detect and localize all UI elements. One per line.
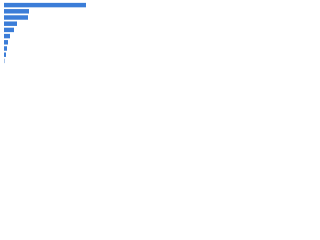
bar [4, 27, 14, 33]
bar [4, 46, 7, 51]
bar [4, 21, 17, 26]
bar [4, 9, 29, 14]
bar [4, 2, 86, 8]
chart [4, 2, 86, 64]
bar [4, 33, 10, 39]
bar [4, 40, 8, 45]
bar [4, 52, 6, 57]
bar [4, 58, 5, 64]
bar [4, 15, 28, 20]
